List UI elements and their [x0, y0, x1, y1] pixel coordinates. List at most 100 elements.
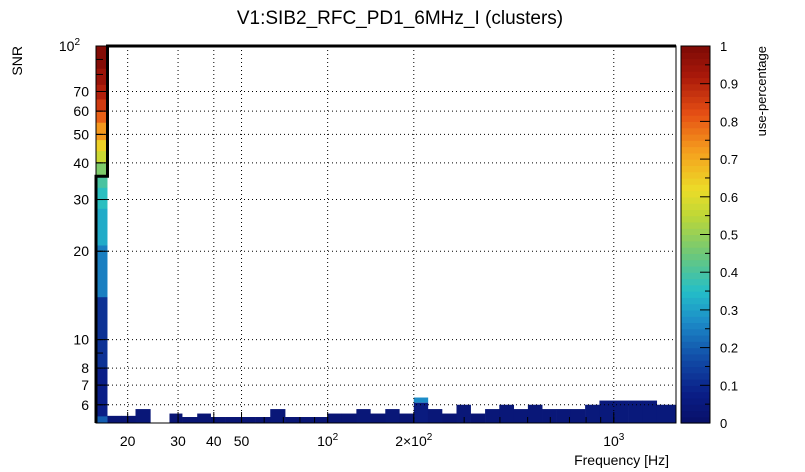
palette-swatch	[681, 303, 710, 311]
heatmap-cell	[470, 413, 486, 423]
palette-swatch	[681, 83, 710, 91]
heatmap-cell	[96, 415, 108, 424]
heatmap-cell	[96, 98, 108, 112]
palette-swatch	[681, 347, 710, 355]
palette-swatch	[681, 322, 710, 330]
palette-swatch	[681, 316, 710, 324]
heatmap-cell	[570, 409, 586, 423]
heatmap-cell	[285, 417, 299, 423]
y-tick-label: 40	[73, 155, 89, 171]
palette-swatch	[681, 221, 710, 229]
heatmap-cell	[121, 415, 136, 423]
heatmap-cell	[385, 409, 400, 423]
heatmap-cell	[370, 413, 386, 423]
color-palette: 0 0.1 0.2 0.3 0.4 0.5 0.6 0.7 0.8 0.9 1	[680, 39, 738, 431]
heatmap-cell	[96, 46, 108, 69]
palette-swatch	[681, 46, 710, 53]
heatmap-cell	[96, 162, 108, 177]
chart-title: V1:SIB2_RFC_PD1_6MHz_I (clusters)	[237, 8, 563, 29]
heatmap-cell	[413, 397, 429, 403]
palette-swatch	[681, 341, 710, 349]
palette-swatch	[681, 272, 710, 280]
x-tick-label: 30	[170, 433, 186, 449]
y-tick-label: 20	[73, 243, 89, 259]
heatmap-cell	[456, 404, 471, 423]
heatmap-cell	[599, 400, 615, 423]
heatmap-cell	[96, 245, 108, 298]
palette-swatch	[681, 265, 710, 273]
heatmap-cell	[527, 404, 543, 423]
heatmap-cell	[197, 413, 211, 423]
palette-swatch	[681, 385, 710, 393]
heatmap-cell	[542, 409, 557, 423]
heatmap-cell	[427, 409, 443, 423]
palette-swatch	[681, 64, 710, 72]
palette-swatch	[681, 391, 710, 399]
palette-swatch	[681, 335, 710, 342]
palette-swatch	[681, 278, 710, 286]
palette-swatch	[681, 328, 710, 336]
z-tick-label: 0.3	[720, 303, 738, 318]
heatmap-cell	[241, 417, 256, 423]
x-tick-exponent: 3	[619, 432, 625, 443]
y-tick-label: 30	[73, 192, 89, 208]
palette-swatch	[681, 121, 710, 129]
heatmap-cell	[182, 417, 198, 423]
z-tick-label: 0.6	[720, 190, 738, 205]
palette-swatch	[681, 108, 710, 116]
palette-swatch	[681, 215, 710, 223]
heatmap-cell	[255, 417, 271, 423]
palette-swatch	[681, 284, 710, 292]
heatmap-cell	[413, 402, 429, 423]
heatmap-cell	[169, 413, 183, 423]
palette-swatch	[681, 297, 710, 305]
heatmap-cell	[513, 409, 529, 423]
palette-swatch	[681, 247, 710, 254]
x-axis-label: Frequency [Hz]	[574, 452, 669, 468]
heatmap-cell	[135, 409, 151, 423]
z-tick-label: 0.1	[720, 378, 738, 393]
palette-swatch	[681, 159, 710, 166]
palette-swatch	[681, 209, 710, 217]
heatmap-cell	[96, 176, 108, 188]
palette-swatch	[681, 190, 710, 198]
heatmap-cell	[585, 404, 600, 423]
palette-swatch	[681, 397, 710, 405]
y-tick-label: 60	[73, 103, 89, 119]
palette-swatch	[681, 416, 710, 424]
palette-swatch	[681, 372, 710, 380]
palette-swatch	[681, 366, 710, 374]
heatmap-cell	[442, 413, 457, 423]
heatmap-cell	[628, 400, 643, 423]
y-axis-label: SNR	[9, 46, 25, 76]
x-tick-exponent: 2	[333, 432, 339, 443]
palette-swatch	[681, 102, 710, 110]
palette-swatch	[681, 240, 710, 248]
palette-swatch	[681, 77, 710, 85]
x-tick-label: 40	[206, 433, 222, 449]
palette-swatch	[681, 115, 710, 122]
palette-swatch	[681, 152, 710, 160]
y-tick-label: 8	[81, 360, 89, 376]
palette-swatch	[681, 253, 710, 261]
z-tick-label: 0.2	[720, 341, 738, 356]
palette-swatch	[681, 52, 710, 60]
z-axis-label: use-percentage	[754, 46, 769, 136]
y-tick-label: 7	[81, 377, 89, 393]
heatmap-cell	[96, 68, 108, 85]
y-tick-label: 70	[73, 83, 89, 99]
heatmap-cell	[485, 409, 500, 423]
heatmap-cell	[96, 368, 108, 417]
z-tick-label: 0	[720, 416, 727, 431]
z-tick-label: 0.4	[720, 265, 738, 280]
heatmap-cell	[327, 413, 343, 423]
heatmap-cell	[96, 296, 108, 369]
x-tick-label: 20	[120, 433, 136, 449]
palette-swatch	[681, 259, 710, 267]
heatmap-cell	[341, 413, 357, 423]
z-tick-label: 0.5	[720, 228, 738, 243]
z-tick-label: 0.7	[720, 152, 738, 167]
heatmap-cell	[210, 417, 226, 423]
palette-swatch	[681, 291, 710, 298]
palette-swatch	[681, 353, 710, 361]
